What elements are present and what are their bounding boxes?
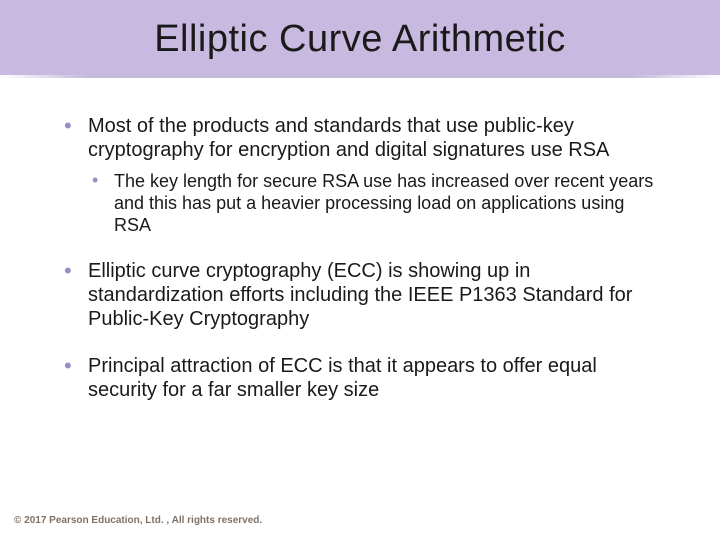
bullet-text: Elliptic curve cryptography (ECC) is sho… (88, 260, 632, 331)
slide-content: Most of the products and standards that … (0, 78, 720, 403)
bullet-list: Most of the products and standards that … (60, 114, 660, 403)
list-item: Elliptic curve cryptography (ECC) is sho… (60, 259, 660, 332)
bullet-text: Most of the products and standards that … (88, 115, 609, 161)
copyright-footer: © 2017 Pearson Education, Ltd. , All rig… (14, 515, 262, 526)
slide-title: Elliptic Curve Arithmetic (0, 18, 720, 61)
list-item: Most of the products and standards that … (60, 114, 660, 237)
bullet-text: Principal attraction of ECC is that it a… (88, 355, 597, 401)
bullet-text: The key length for secure RSA use has in… (114, 171, 653, 235)
list-item: The key length for secure RSA use has in… (88, 171, 660, 237)
sub-bullet-list: The key length for secure RSA use has in… (88, 171, 660, 237)
list-item: Principal attraction of ECC is that it a… (60, 354, 660, 403)
title-band: Elliptic Curve Arithmetic (0, 0, 720, 75)
